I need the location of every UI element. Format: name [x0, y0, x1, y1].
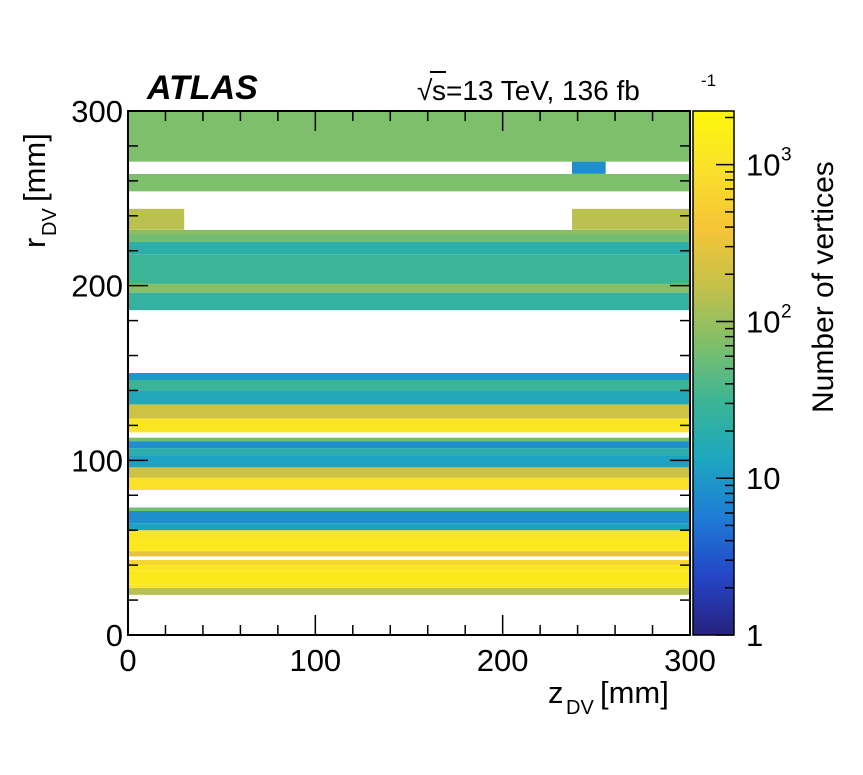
x-axis-title-sub: DV: [566, 697, 594, 719]
plot-area: [128, 111, 690, 635]
colorbar-tick-label: 10: [746, 461, 780, 496]
heatmap-band-9: [128, 530, 690, 539]
heatmap-band-10: [128, 523, 690, 531]
colorbar-gradient: [692, 110, 735, 636]
energy-lumi-label: √ s=13 TeV, 136 fb -1: [417, 71, 716, 106]
heatmap-band-18: [128, 441, 690, 449]
heatmap-band-26: [128, 310, 690, 373]
heatmap-band-0: [128, 594, 690, 635]
heatmap-band-32: [128, 229, 690, 236]
x-axis-title-main: z: [548, 675, 564, 710]
x-axis-title-unit: [mm]: [600, 675, 669, 710]
heatmap-band-7: [128, 551, 690, 557]
y-tick-label: 100: [71, 443, 123, 478]
heatmap-band-15: [128, 467, 690, 478]
lumi-exponent: -1: [701, 71, 716, 90]
y-axis-title-unit: [mm]: [17, 133, 52, 202]
colorbar-tick-exponent: 2: [781, 301, 792, 322]
heatmap-band-16: [128, 455, 690, 468]
heatmap-band-14: [128, 477, 690, 491]
heatmap-band-27: [128, 292, 690, 311]
heatmap-band-6: [128, 556, 690, 560]
heatmap-band-30: [128, 242, 690, 255]
x-axis-title: z DV [mm]: [548, 675, 669, 719]
heatmap-band-20: [128, 432, 690, 438]
heatmap-band-35: [128, 173, 690, 192]
heatmap-band-2: [128, 584, 690, 588]
heatmap-band-37: [128, 111, 690, 162]
heatmap-overlay-0: [184, 208, 572, 230]
colorbar: [692, 110, 735, 636]
colorbar-tick-exponent: 3: [781, 145, 792, 166]
colorbar-tick-label: 10: [746, 148, 780, 183]
heatmap-band-31: [128, 235, 690, 242]
heatmap-band-12: [128, 507, 690, 511]
heatmap-overlay-1: [128, 208, 185, 230]
heatmap-band-4: [128, 565, 690, 571]
y-axis-title-sub: DV: [39, 208, 61, 236]
x-tick-label: 100: [289, 643, 341, 678]
heatmap-band-28: [128, 283, 690, 293]
plot-frame: [127, 110, 691, 636]
heatmap-band-1: [128, 587, 690, 595]
heatmap-overlay-2: [571, 208, 690, 230]
heatmap-band-13: [128, 490, 690, 508]
heatmap-band-29: [128, 254, 690, 284]
y-axis-title-main: r: [17, 238, 52, 248]
colorbar-title: Number of vertices: [807, 161, 840, 413]
energy-label: s=13 TeV, 136 fb: [432, 75, 640, 106]
heatmap-band-17: [128, 448, 690, 456]
y-tick-label: 200: [71, 269, 123, 304]
heatmap-band-19: [128, 437, 690, 442]
heatmap-band-36: [128, 161, 690, 174]
colorbar-tick-label: 1: [746, 618, 763, 653]
sqrt-symbol: √: [417, 75, 433, 106]
heatmap-band-5: [128, 559, 690, 566]
heatmap-band-3: [128, 570, 690, 585]
x-tick-label: 300: [664, 643, 716, 678]
atlas-label: ATLAS: [146, 69, 258, 107]
heatmap-band-21: [128, 418, 690, 433]
axes-ticks: 0 100 200 300 0 100 200 300: [71, 94, 716, 678]
x-tick-label: 200: [477, 643, 529, 678]
heatmap-band-11: [128, 510, 690, 524]
heatmap-band-24: [128, 379, 690, 391]
x-tick-label: 0: [119, 643, 136, 678]
heatmap-band-23: [128, 390, 690, 405]
heatmap-band-22: [128, 404, 690, 419]
heatmap-band-34: [128, 191, 690, 209]
y-tick-label: 300: [71, 94, 123, 129]
heatmap-overlay-3: [571, 161, 606, 174]
y-tick-label: 0: [106, 618, 123, 653]
colorbar-tick-label: 10: [746, 304, 780, 339]
heatmap-band-8: [128, 538, 690, 552]
heatmap-band-25: [128, 373, 690, 380]
y-axis-title: r DV [mm]: [17, 133, 61, 248]
